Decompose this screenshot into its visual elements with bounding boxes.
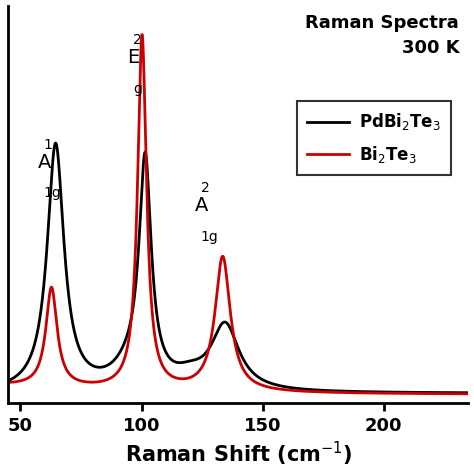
Text: A: A (195, 196, 208, 215)
Text: 1: 1 (44, 138, 52, 152)
Text: 1g: 1g (201, 230, 219, 244)
PdBi$_2$Te$_3$ (6, 378, 11, 383)
Bi$_2$Te$_3$ (182, 376, 187, 382)
Text: 2: 2 (201, 182, 210, 195)
PdBi$_2$Te$_3$ (53, 140, 58, 146)
PdBi$_2$Te$_3$ (384, 389, 390, 395)
Bi$_2$Te$_3$ (305, 389, 310, 394)
Bi$_2$Te$_3$ (139, 32, 145, 37)
X-axis label: Raman Shift (cm$^{-1}$): Raman Shift (cm$^{-1}$) (125, 440, 352, 468)
Text: 2: 2 (133, 33, 142, 47)
Text: E: E (127, 48, 139, 67)
PdBi$_2$Te$_3$ (349, 389, 355, 394)
Bi$_2$Te$_3$ (89, 379, 95, 385)
PdBi$_2$Te$_3$ (282, 384, 287, 390)
Legend: PdBi$_2$Te$_3$, Bi$_2$Te$_3$: PdBi$_2$Te$_3$, Bi$_2$Te$_3$ (297, 101, 451, 175)
Text: 1g: 1g (44, 186, 61, 201)
Bi$_2$Te$_3$ (465, 391, 471, 397)
PdBi$_2$Te$_3$ (89, 363, 95, 368)
Text: A: A (37, 153, 51, 172)
PdBi$_2$Te$_3$ (465, 390, 471, 396)
PdBi$_2$Te$_3$ (305, 386, 310, 392)
Bi$_2$Te$_3$ (282, 387, 287, 392)
Line: Bi$_2$Te$_3$: Bi$_2$Te$_3$ (9, 35, 468, 394)
Bi$_2$Te$_3$ (349, 390, 355, 395)
PdBi$_2$Te$_3$ (182, 359, 187, 365)
Text: g: g (133, 82, 142, 96)
Bi$_2$Te$_3$ (384, 391, 390, 396)
Line: PdBi$_2$Te$_3$: PdBi$_2$Te$_3$ (9, 143, 468, 393)
Bi$_2$Te$_3$ (6, 380, 11, 385)
Text: Raman Spectra
300 K: Raman Spectra 300 K (306, 14, 459, 56)
